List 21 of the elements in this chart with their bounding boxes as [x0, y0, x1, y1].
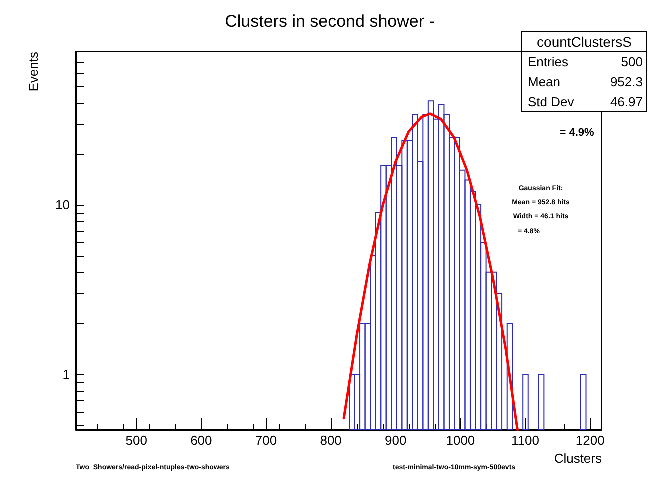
x-tick-label: 1200: [576, 433, 605, 448]
x-tick-label: 600: [190, 433, 212, 448]
y-tick-label: 1: [62, 366, 70, 382]
y-axis-title: Events: [26, 52, 41, 92]
y-tick-label: 10: [56, 198, 70, 213]
x-tick-label: 800: [320, 433, 342, 448]
annotation: Entries: [528, 54, 569, 70]
annotation: Mean: [528, 74, 561, 90]
text: countClustersS: [537, 34, 632, 50]
text: 952.3: [610, 74, 643, 90]
x-tick-label: 500: [126, 433, 148, 448]
x-tick-label: 1000: [446, 433, 476, 448]
x-tick-label: 1100: [512, 433, 540, 448]
text: 500: [621, 54, 643, 70]
annotation: = 4.9%: [560, 127, 594, 139]
annotation: Std Dev: [528, 94, 575, 110]
x-tick-label: 900: [385, 433, 407, 448]
x-tick-label: 700: [255, 433, 278, 448]
text: 46.97: [610, 94, 643, 110]
chart-title: Clusters in second shower -: [225, 12, 435, 31]
x-axis-title: Clusters: [554, 451, 602, 466]
